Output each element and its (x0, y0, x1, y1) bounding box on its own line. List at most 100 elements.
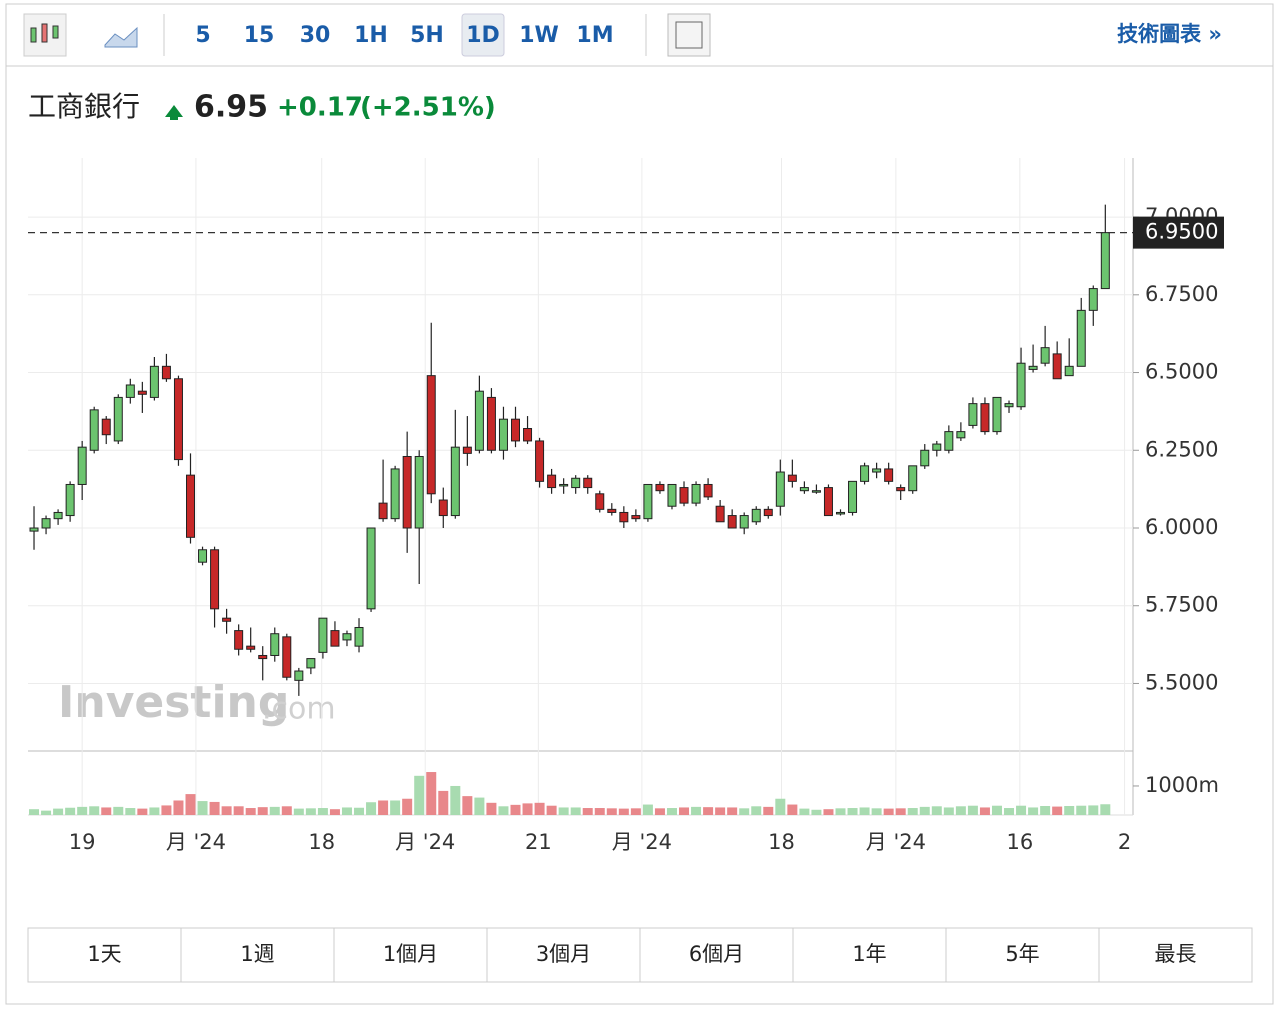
volume-bar (185, 794, 196, 815)
volume-bar (1004, 808, 1015, 815)
candle-body (739, 515, 749, 529)
y-tick-label: 6.7500 (1145, 282, 1218, 306)
range-button[interactable]: 1個月 (383, 942, 438, 966)
volume-bar (125, 808, 136, 815)
chart-link[interactable]: 技術圖表 » (1117, 22, 1222, 46)
interval-button[interactable]: 1H (354, 23, 388, 48)
volume-bar (329, 809, 340, 815)
candle-body (920, 449, 930, 467)
volume-bar (943, 807, 954, 815)
y-tick-label: 5.5000 (1145, 670, 1218, 694)
interval-button[interactable]: 1D (466, 23, 500, 48)
volume-bar (691, 806, 702, 815)
range-button[interactable]: 1天 (87, 942, 121, 966)
range-button-bg[interactable] (1098, 927, 1253, 983)
volume-bar (317, 808, 328, 815)
candle-body (1040, 347, 1050, 364)
candle-body (595, 493, 605, 510)
volume-bar (582, 808, 593, 815)
candle-body (691, 483, 701, 504)
volume-bar (65, 807, 76, 815)
volume-bar (402, 798, 413, 815)
candle-body (631, 515, 641, 520)
y-tick-label: 6.2500 (1145, 437, 1218, 461)
candle-body (775, 471, 785, 507)
watermark: Investing (58, 677, 289, 728)
volume-bar (739, 808, 750, 815)
range-button-bg[interactable] (486, 927, 641, 983)
volume-bar (1052, 806, 1063, 815)
candle-body (751, 508, 761, 523)
candle-body (535, 440, 545, 482)
candle-body (944, 431, 954, 451)
volume-bar (41, 810, 52, 815)
volume-bar (703, 807, 714, 815)
candle-body (294, 670, 304, 681)
volume-bar (101, 807, 112, 815)
candle-body (583, 477, 593, 489)
interval-button[interactable]: 1M (576, 23, 613, 48)
candle-body (210, 549, 220, 610)
volume-bar (173, 800, 184, 815)
range-button[interactable]: 6個月 (689, 942, 744, 966)
volume-bar (727, 807, 738, 815)
interval-button[interactable]: 15 (244, 23, 275, 48)
volume-bar (751, 806, 762, 815)
candle-body (523, 428, 533, 442)
range-button[interactable]: 1年 (852, 942, 886, 966)
volume-bar (209, 801, 220, 815)
range-button[interactable]: 1週 (240, 942, 274, 966)
volume-bar (859, 807, 870, 815)
volume-bar (486, 802, 497, 815)
candle-body (342, 633, 352, 641)
candle-body (450, 446, 460, 517)
range-button-bg[interactable] (639, 927, 794, 983)
candle-body (270, 633, 280, 656)
candle-body (848, 480, 858, 513)
range-button[interactable]: 5年 (1005, 942, 1039, 966)
interval-button[interactable]: 1W (519, 23, 559, 48)
x-tick-label: 2 (1118, 830, 1131, 854)
volume-bar (77, 806, 88, 815)
interval-button[interactable]: 5 (195, 23, 210, 48)
candle-body (414, 455, 424, 529)
candle-body (306, 658, 316, 669)
range-button-bg[interactable] (27, 927, 182, 983)
candle-body (378, 502, 388, 520)
layout-icon[interactable] (667, 13, 711, 57)
candle-body (186, 474, 195, 538)
candle-body (655, 483, 665, 492)
interval-button[interactable]: 5H (410, 23, 444, 48)
volume-bar (29, 809, 40, 815)
volume-bar (462, 796, 473, 815)
range-button[interactable]: 最長 (1155, 942, 1197, 966)
range-button-bg[interactable] (792, 927, 947, 983)
candle-body (234, 630, 244, 650)
volume-bar (654, 808, 665, 815)
candle-body (980, 403, 990, 433)
candle-body (1088, 288, 1098, 311)
volume-bar (149, 807, 160, 815)
candle-body (29, 527, 39, 532)
volume-bar (534, 802, 545, 815)
volume-bar (1100, 804, 1111, 815)
volume-bar (775, 798, 786, 815)
volume-bar (354, 807, 365, 815)
candle-body (390, 468, 400, 520)
line-icon[interactable] (104, 26, 138, 48)
interval-button[interactable]: 30 (300, 23, 331, 48)
candle-body (426, 375, 436, 495)
candle-body (282, 636, 292, 678)
y-tick-label: 5.7500 (1145, 593, 1218, 617)
volume-bar (89, 806, 100, 815)
layout-glyph (675, 21, 703, 49)
range-button-bg[interactable] (180, 927, 335, 983)
candle-body (1100, 232, 1110, 290)
candle-body (956, 431, 966, 439)
volume-bar (763, 806, 774, 815)
range-button[interactable]: 3個月 (536, 942, 591, 966)
candle-body (137, 390, 147, 395)
candle-body (330, 630, 340, 647)
volume-bar (883, 808, 894, 815)
candle-body (932, 443, 942, 451)
